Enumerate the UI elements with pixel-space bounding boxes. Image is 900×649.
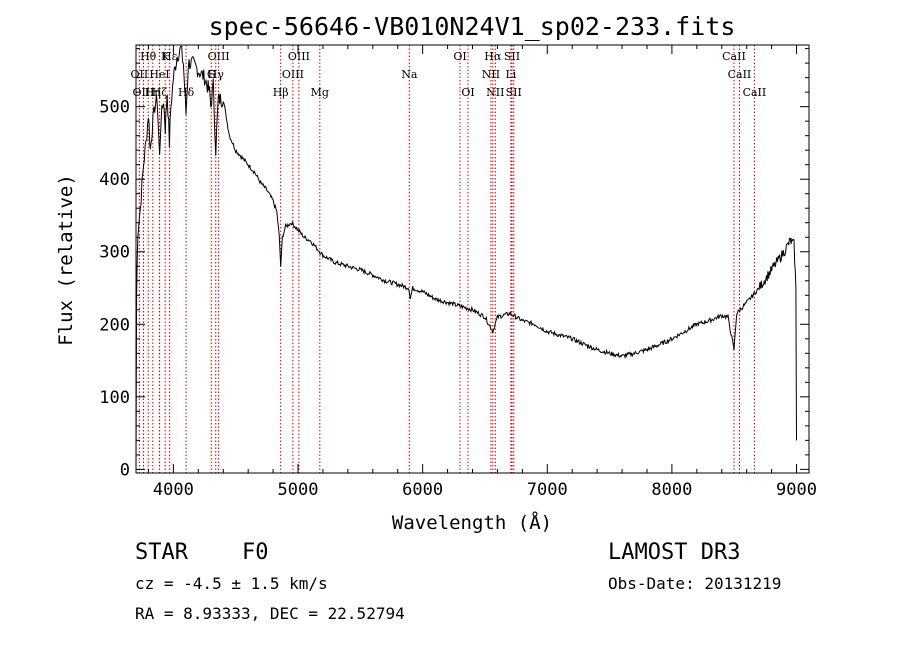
line-label-3: OIII	[208, 50, 230, 63]
line-label-14: Na	[401, 68, 418, 81]
line-label-4: OIII	[288, 50, 310, 63]
x-tick-label-2: 6000	[402, 480, 443, 500]
line-label-13: OIII	[282, 68, 304, 81]
line-label-8: CaII	[722, 50, 746, 63]
x-tick-label-4: 8000	[651, 480, 692, 500]
x-tick-label-1: 5000	[278, 480, 319, 500]
line-label-22: Hβ	[273, 86, 289, 99]
line-label-9: OII	[131, 68, 149, 81]
x-tick-label-3: 7000	[527, 480, 568, 500]
line-label-24: OI	[461, 86, 474, 99]
line-label-26: SII	[506, 86, 522, 99]
spectrum-series	[135, 45, 797, 470]
y-tick-label-0: 0	[120, 460, 130, 480]
line-label-7: SII	[504, 50, 520, 63]
y-tick-label-5: 500	[99, 98, 130, 118]
coordinates-text: RA = 8.93333, DEC = 22.52794	[135, 604, 405, 623]
y-tick-label-2: 200	[99, 315, 130, 335]
line-label-20: Hζ	[152, 86, 168, 99]
line-label-25: NII	[486, 86, 504, 99]
line-label-10: HeI	[149, 68, 169, 81]
plot-frame	[135, 44, 810, 474]
line-label-6: Hα	[484, 50, 502, 63]
line-label-27: CaII	[743, 86, 767, 99]
line-label-17: CaII	[728, 68, 752, 81]
line-label-1: K	[161, 50, 170, 63]
line-label-16: Li	[505, 68, 516, 81]
spectrum-chart: spec-56646-VB010N24V1_sp02-233.fits 4000…	[55, 12, 817, 534]
line-label-18: OIII	[132, 86, 154, 99]
y-tick-label-1: 100	[99, 388, 130, 408]
line-label-11: G	[207, 68, 216, 81]
x-tick-label-5: 9000	[776, 480, 817, 500]
object-class: STAR	[135, 540, 188, 565]
line-label-21: Hδ	[178, 86, 195, 99]
y-axis-label: Flux (relative)	[55, 174, 77, 346]
y-tick-label-4: 400	[99, 170, 130, 190]
line-label-23: Mg	[311, 86, 329, 99]
line-markers	[138, 45, 755, 473]
obs-date: Obs-Date: 20131219	[608, 574, 782, 593]
y-tick-label-3: 300	[99, 243, 130, 263]
line-label-15: NII	[482, 68, 500, 81]
x-axis-label: Wavelength (Å)	[392, 511, 552, 534]
object-subclass: F0	[242, 540, 269, 565]
redshift-text: cz = -4.5 ± 1.5 km/s	[135, 574, 328, 593]
x-tick-label-0: 4000	[153, 480, 194, 500]
chart-title: spec-56646-VB010N24V1_sp02-233.fits	[209, 12, 736, 41]
survey-name: LAMOST DR3	[608, 540, 741, 565]
line-label-5: OI	[453, 50, 466, 63]
line-label-0: Hθ	[140, 50, 157, 63]
line-label-2: Hε	[162, 50, 178, 63]
line-label-19: Hη	[145, 86, 161, 99]
axis-ticks: 4000 5000 6000 7000 8000 9000 0 100 200 300 400 500	[99, 45, 817, 500]
line-label-12: Hγ	[208, 68, 225, 81]
